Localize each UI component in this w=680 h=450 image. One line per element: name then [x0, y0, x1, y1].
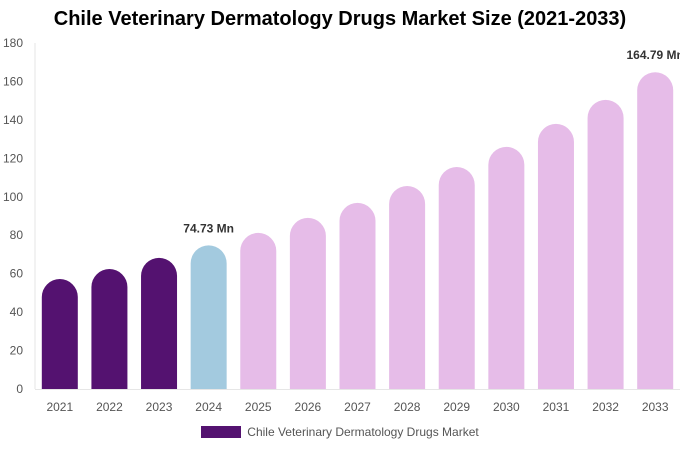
data-label: 74.73 Mn [183, 221, 234, 235]
y-tick-label: 120 [3, 151, 23, 165]
x-tick-label: 2026 [295, 400, 322, 414]
y-tick-label: 20 [10, 344, 24, 358]
bar [91, 269, 128, 389]
x-tick-label: 2027 [344, 400, 371, 414]
y-tick-label: 60 [10, 267, 24, 281]
y-tick-label: 180 [3, 36, 23, 50]
x-tick-label: 2028 [394, 400, 421, 414]
bar-chart: 0 20 40 60 80 100 120 140 160 180 2021 2022 2023 2024… [3, 36, 680, 414]
bar [488, 146, 525, 389]
bar [537, 123, 574, 390]
y-tick-label: 100 [3, 190, 23, 204]
x-tick-label: 2023 [146, 400, 173, 414]
x-tick-label: 2024 [195, 400, 222, 414]
bar [190, 245, 227, 389]
bar [339, 202, 376, 389]
legend-swatch [201, 426, 242, 438]
y-tick-label: 80 [10, 228, 24, 242]
x-tick-label: 2029 [443, 400, 470, 414]
legend-label: Chile Veterinary Dermatology Drugs Marke… [247, 425, 479, 439]
chart-title: Chile Veterinary Dermatology Drugs Marke… [53, 8, 627, 30]
x-tick-label: 2033 [642, 400, 669, 414]
bar [389, 186, 426, 389]
legend: Chile Veterinary Dermatology Drugs Marke… [0, 425, 680, 439]
y-tick-label: 160 [3, 74, 23, 88]
bar [240, 232, 277, 389]
x-tick-label: 2031 [543, 400, 570, 414]
bar [637, 72, 674, 390]
y-tick-label: 140 [3, 113, 23, 127]
bar [41, 279, 78, 389]
data-label: 164.79 Mn [627, 48, 680, 62]
y-tick-label: 0 [16, 382, 23, 396]
x-tick-label: 2022 [96, 400, 123, 414]
y-tick-label: 40 [10, 305, 24, 319]
x-tick-label: 2025 [245, 400, 272, 414]
x-tick-label: 2032 [592, 400, 619, 414]
x-tick-label: 2021 [46, 400, 73, 414]
bar [289, 217, 326, 389]
x-tick-label: 2030 [493, 400, 520, 414]
bar [438, 166, 475, 389]
bar [141, 257, 178, 389]
bar [587, 99, 624, 390]
